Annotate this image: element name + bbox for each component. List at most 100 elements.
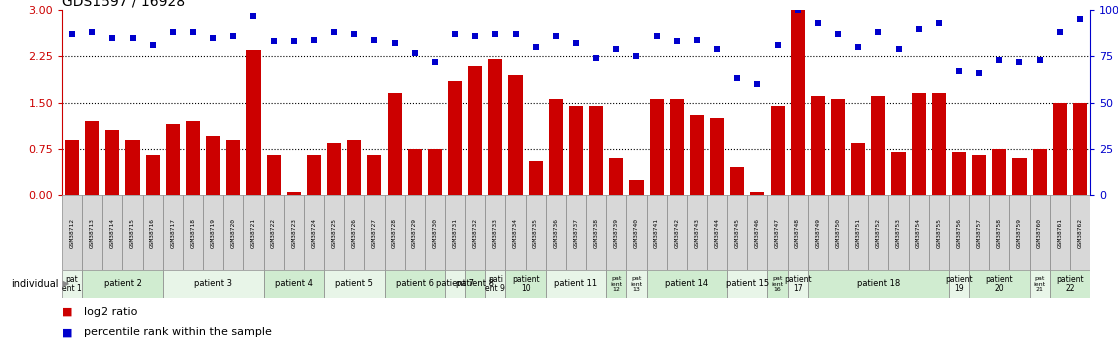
Point — [426, 59, 444, 65]
Point — [789, 7, 807, 13]
Text: pat
ient
16: pat ient 16 — [771, 276, 784, 292]
Bar — [626, 270, 646, 298]
Bar — [408, 149, 421, 195]
Bar — [1010, 195, 1030, 270]
Bar — [163, 195, 183, 270]
Bar — [143, 195, 163, 270]
Text: patient 6: patient 6 — [396, 279, 434, 288]
Text: GSM38717: GSM38717 — [170, 217, 176, 247]
Text: GSM38726: GSM38726 — [352, 217, 357, 247]
Bar — [767, 270, 788, 298]
Text: GSM38753: GSM38753 — [896, 217, 901, 247]
Bar — [246, 50, 260, 195]
Bar — [203, 195, 224, 270]
Text: GSM38727: GSM38727 — [372, 217, 377, 247]
Bar — [951, 152, 966, 195]
Point — [245, 13, 263, 18]
Point — [366, 37, 383, 42]
Text: GSM38758: GSM38758 — [997, 217, 1002, 247]
Bar — [566, 195, 586, 270]
Text: GSM38713: GSM38713 — [89, 217, 95, 247]
Point — [386, 41, 404, 46]
Point — [728, 76, 746, 81]
Bar — [606, 270, 626, 298]
Bar — [1050, 270, 1090, 298]
Bar — [972, 155, 986, 195]
Text: patient 4: patient 4 — [275, 279, 313, 288]
Point — [486, 31, 504, 37]
Bar — [509, 75, 522, 195]
Bar — [344, 195, 364, 270]
Text: GSM38752: GSM38752 — [875, 217, 881, 247]
Point — [910, 26, 928, 31]
Text: patient
19: patient 19 — [945, 275, 973, 293]
Text: GSM38732: GSM38732 — [473, 217, 477, 247]
Text: GSM38731: GSM38731 — [453, 217, 457, 247]
Point — [748, 81, 766, 87]
Bar — [348, 139, 361, 195]
Text: pat
ient
13: pat ient 13 — [631, 276, 643, 292]
Text: GSM38728: GSM38728 — [392, 217, 397, 247]
Point — [688, 37, 705, 42]
Text: GSM38714: GSM38714 — [110, 217, 115, 247]
Text: patient
20: patient 20 — [985, 275, 1013, 293]
Text: pati
ent 9: pati ent 9 — [485, 275, 505, 293]
Bar — [226, 139, 240, 195]
Text: GSM38756: GSM38756 — [957, 217, 961, 247]
Bar — [586, 195, 606, 270]
Point — [890, 46, 908, 52]
Bar — [929, 195, 949, 270]
Point — [184, 29, 202, 35]
Point — [466, 33, 484, 39]
Text: GSM38730: GSM38730 — [433, 217, 437, 247]
Bar — [727, 195, 747, 270]
Bar — [871, 96, 885, 195]
Bar — [465, 195, 485, 270]
Bar — [686, 195, 707, 270]
Text: GSM38760: GSM38760 — [1038, 217, 1042, 247]
Bar — [828, 195, 849, 270]
Point — [305, 37, 323, 42]
Text: GSM38725: GSM38725 — [332, 217, 337, 247]
Bar — [569, 106, 584, 195]
Bar — [145, 155, 160, 195]
Point — [446, 31, 464, 37]
Bar — [750, 192, 765, 195]
Point — [325, 29, 343, 35]
Bar — [606, 195, 626, 270]
Text: patient 8: patient 8 — [456, 279, 494, 288]
Bar — [388, 93, 401, 195]
Bar — [445, 270, 465, 298]
Point — [104, 35, 122, 40]
Bar — [790, 10, 805, 195]
Text: patient 5: patient 5 — [335, 279, 373, 288]
Point — [345, 31, 363, 37]
Bar — [770, 106, 785, 195]
Bar — [727, 270, 767, 298]
Text: GSM38718: GSM38718 — [190, 217, 196, 247]
Point — [950, 68, 968, 74]
Bar — [125, 139, 140, 195]
Bar — [546, 195, 566, 270]
Bar — [808, 195, 828, 270]
Bar — [286, 192, 301, 195]
Bar — [529, 161, 542, 195]
Bar — [831, 99, 845, 195]
Bar — [931, 93, 946, 195]
Point — [870, 29, 888, 35]
Bar — [304, 195, 324, 270]
Point — [627, 53, 645, 59]
Bar — [485, 270, 505, 298]
Bar — [489, 59, 502, 195]
Bar — [1033, 149, 1046, 195]
Point — [527, 44, 544, 50]
Point — [607, 46, 625, 52]
Bar — [61, 195, 82, 270]
Bar — [650, 99, 664, 195]
Text: GSM38735: GSM38735 — [533, 217, 538, 247]
Bar — [949, 195, 969, 270]
Bar — [183, 195, 203, 270]
Bar — [730, 167, 745, 195]
Bar — [1070, 195, 1090, 270]
Text: GSM38722: GSM38722 — [272, 217, 276, 247]
